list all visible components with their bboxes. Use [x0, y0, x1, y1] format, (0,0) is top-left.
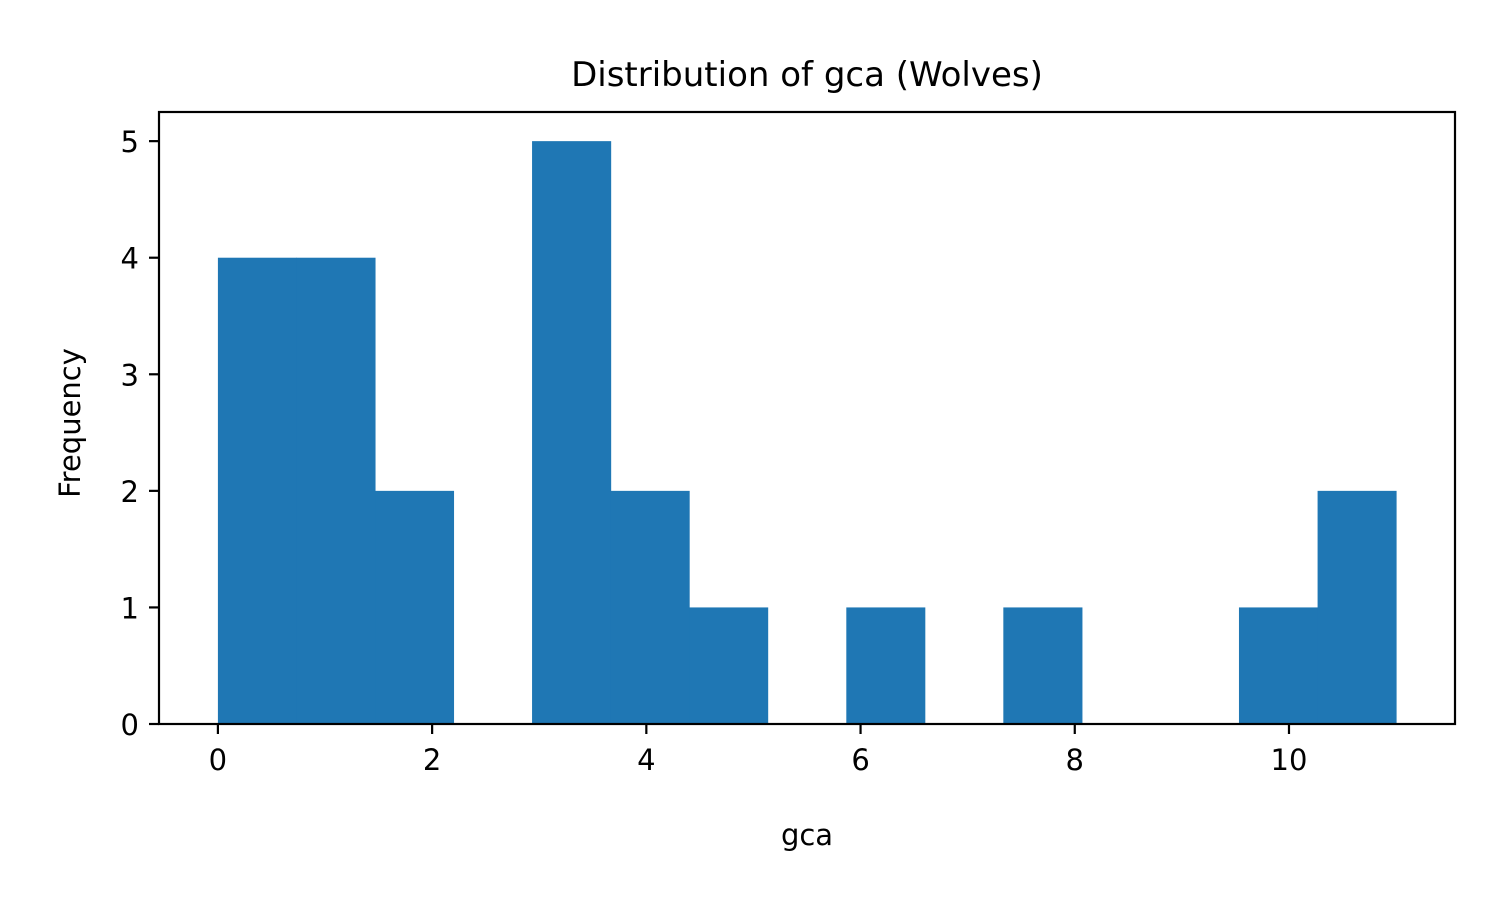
- y-tick-label-4: 4: [121, 242, 139, 276]
- histogram-bar-1: [296, 257, 376, 724]
- histogram-bar-6: [689, 607, 769, 724]
- histogram-bar-2: [375, 490, 455, 724]
- y-tick-label-2: 2: [121, 475, 139, 509]
- y-tick-label-0: 0: [121, 708, 139, 742]
- x-axis-label: gca: [781, 818, 833, 852]
- y-axis-ticks: 0 1 2 3 4 5: [121, 125, 159, 742]
- y-tick-label-1: 1: [121, 591, 139, 625]
- histogram-bar-10: [1003, 607, 1083, 724]
- x-axis-ticks: 0 2 4 6 8 10: [209, 724, 1308, 777]
- y-tick-label-3: 3: [121, 358, 139, 392]
- y-axis-label: Frequency: [53, 348, 87, 498]
- histogram-bar-14: [1317, 490, 1397, 724]
- bars-group: [217, 141, 1397, 725]
- histogram-bar-5: [610, 490, 690, 724]
- histogram-bar-13: [1238, 607, 1319, 724]
- x-tick-label-3: 6: [851, 743, 869, 777]
- x-tick-label-0: 0: [209, 743, 227, 777]
- x-tick-label-1: 2: [423, 743, 441, 777]
- histogram-bar-8: [846, 607, 926, 724]
- x-tick-label-4: 8: [1066, 743, 1084, 777]
- chart-title: Distribution of gca (Wolves): [571, 55, 1043, 95]
- histogram-bar-4: [532, 141, 612, 725]
- x-tick-label-2: 4: [637, 743, 655, 777]
- x-tick-label-5: 10: [1271, 743, 1308, 777]
- plot-area-frame: [157, 110, 1457, 726]
- histogram-bar-0: [217, 257, 297, 724]
- y-tick-label-5: 5: [121, 125, 139, 159]
